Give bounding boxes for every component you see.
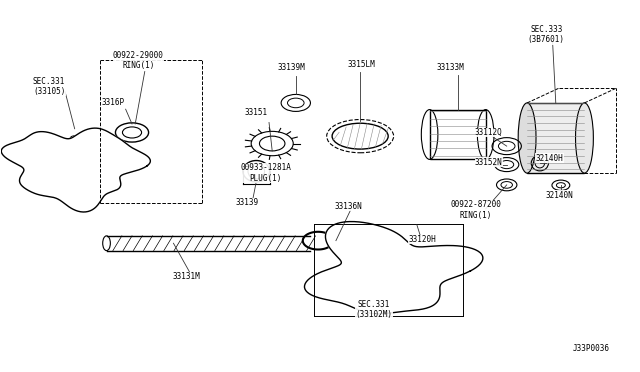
Text: SEC.331
(33105): SEC.331 (33105) [33,77,65,96]
Text: 33151: 33151 [244,108,268,117]
Bar [336,234,354,246]
Polygon shape [305,222,483,314]
Text: J33P0036: J33P0036 [572,344,609,353]
Text: 00922-29000
RING(1): 00922-29000 RING(1) [113,51,164,70]
Text: 33120H: 33120H [408,235,436,244]
Polygon shape [1,128,150,212]
Text: 33139: 33139 [235,198,259,207]
Bar [527,103,584,173]
Bar [429,110,486,160]
Text: SEC.331
(33102M): SEC.331 (33102M) [356,300,393,320]
Text: 33152N: 33152N [475,157,503,167]
Text: 32140H: 32140H [536,154,563,163]
Text: 33133M: 33133M [436,63,465,72]
Text: 32140N: 32140N [545,191,573,200]
Text: 00922-87200
RING(1): 00922-87200 RING(1) [451,200,502,220]
Text: 3315LM: 3315LM [348,60,375,69]
Text: 33112Q: 33112Q [475,128,503,137]
Text: SEC.333
(3B7601): SEC.333 (3B7601) [528,25,564,44]
Text: 3316P: 3316P [101,99,124,108]
Ellipse shape [518,103,536,173]
Text: 33131M: 33131M [172,272,200,281]
Text: 33136N: 33136N [335,202,362,211]
Ellipse shape [575,103,593,173]
Text: 33139M: 33139M [278,63,305,72]
Text: 00933-1281A
PLUG(1): 00933-1281A PLUG(1) [241,163,291,183]
